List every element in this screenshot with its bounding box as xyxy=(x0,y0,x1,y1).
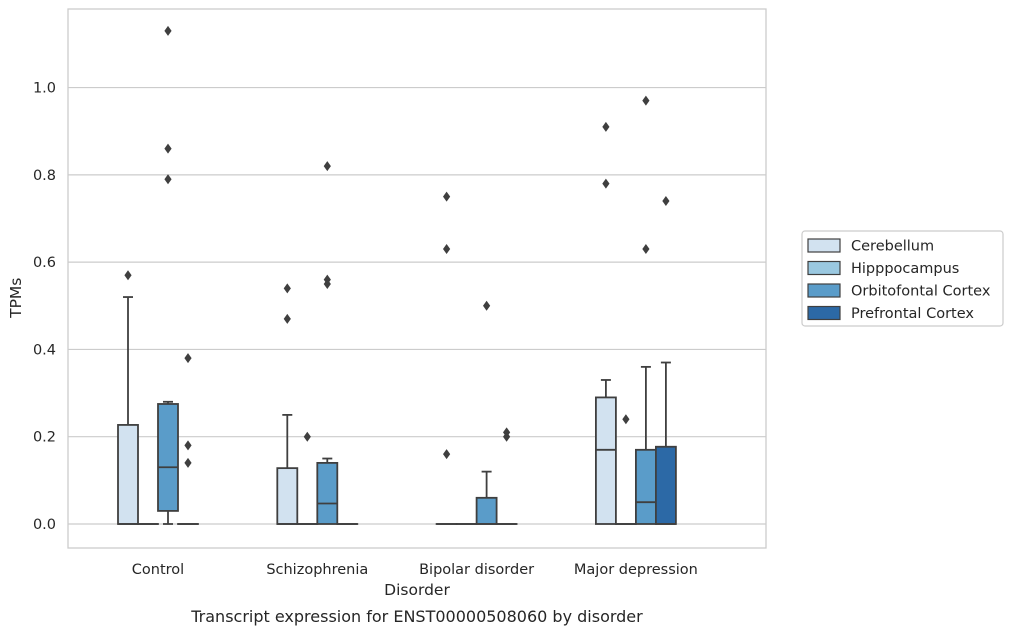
outlier-point xyxy=(642,244,650,255)
outlier-point xyxy=(283,313,291,324)
y-axis-title: TPMs xyxy=(7,278,25,319)
outlier-point xyxy=(483,300,491,311)
box-orbitofontal-cortex xyxy=(157,400,179,525)
outlier-point xyxy=(124,270,132,281)
box-orbitofontal-cortex xyxy=(316,457,339,525)
outlier-point xyxy=(443,449,451,460)
legend-swatch xyxy=(807,305,841,321)
outlier-points xyxy=(124,25,670,468)
y-tick-label: 0.8 xyxy=(33,168,56,184)
legend-swatch xyxy=(807,283,841,298)
box-body xyxy=(316,461,339,525)
y-tick-label: 0.2 xyxy=(33,430,56,446)
legend-swatch xyxy=(807,238,841,253)
outlier-point xyxy=(303,431,311,442)
y-tick-label: 0.0 xyxy=(33,517,56,533)
outlier-point xyxy=(323,161,331,172)
box-orbitofontal-cortex xyxy=(635,365,657,525)
box-orbitofontal-cortex xyxy=(475,470,498,525)
outlier-point xyxy=(443,244,451,255)
box-cerebellum xyxy=(117,296,139,525)
outlier-point xyxy=(662,196,670,207)
x-tick-label: Bipolar disorder xyxy=(419,562,534,578)
box-body xyxy=(157,403,179,512)
box-series xyxy=(117,296,677,525)
plot-frame xyxy=(67,8,767,549)
outlier-point xyxy=(602,121,610,132)
x-axis-title: Disorder xyxy=(384,581,450,599)
box-body xyxy=(117,424,139,525)
box-cerebellum xyxy=(276,413,299,525)
x-tick-label: Major depression xyxy=(574,562,698,578)
outlier-point xyxy=(443,191,451,202)
box-body xyxy=(595,396,617,525)
box-body xyxy=(635,448,657,525)
outlier-point xyxy=(184,440,192,451)
x-tick-labels: Control Schizophrenia Bipolar disorder Majo… xyxy=(132,562,698,578)
box-cerebellum xyxy=(595,379,617,525)
outlier-point xyxy=(184,353,192,364)
y-tick-labels: 0.0 0.2 0.4 0.6 0.8 1.0 xyxy=(33,81,56,533)
y-tick-label: 0.4 xyxy=(33,342,56,358)
legend-frame xyxy=(801,230,1004,327)
outlier-point xyxy=(503,427,511,438)
outlier-point xyxy=(164,174,172,185)
x-tick-label: Schizophrenia xyxy=(266,562,368,578)
outlier-point xyxy=(283,283,291,294)
outlier-point xyxy=(184,457,192,468)
y-tick-label: 1.0 xyxy=(33,81,56,97)
legend-label: Cerebellum xyxy=(851,239,934,255)
legend-swatch xyxy=(807,260,841,276)
outlier-point xyxy=(602,178,610,189)
box-body xyxy=(276,467,299,525)
legend-label: Hipppocampus xyxy=(851,261,959,277)
outlier-point xyxy=(164,25,172,36)
legend-label: Orbitofontal Cortex xyxy=(851,284,991,300)
chart-caption: Transcript expression for ENST0000050806… xyxy=(190,607,643,626)
x-tick-label: Control xyxy=(132,562,184,578)
y-tick-label: 0.6 xyxy=(33,255,56,271)
box-body xyxy=(655,445,677,525)
outlier-point xyxy=(164,143,172,154)
legend-label: Prefrontal Cortex xyxy=(851,306,974,322)
box-body xyxy=(475,496,498,525)
outlier-point xyxy=(323,274,331,285)
outlier-point xyxy=(622,414,630,425)
box-prefrontal-cortex xyxy=(655,361,677,525)
outlier-point xyxy=(642,95,650,106)
legend: Cerebellum Hipppocampus Orbitofontal Corte… xyxy=(801,230,1004,327)
